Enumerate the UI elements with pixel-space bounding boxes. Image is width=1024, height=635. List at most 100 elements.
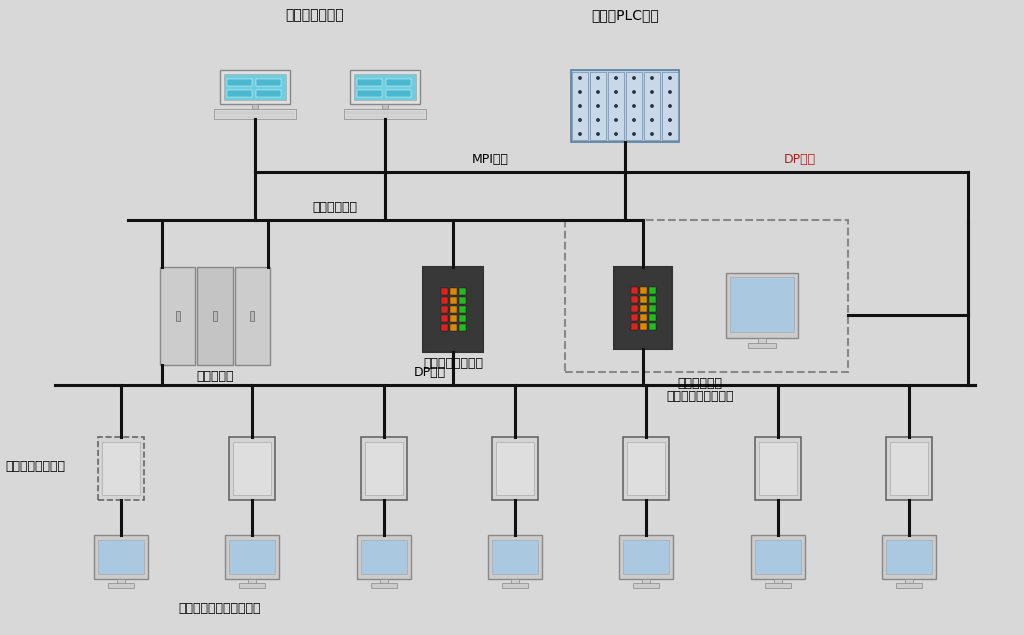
Bar bbox=[256, 79, 281, 86]
Bar bbox=[459, 315, 466, 322]
Bar bbox=[662, 72, 678, 140]
Circle shape bbox=[669, 77, 671, 79]
Text: 上位机操作系统: 上位机操作系统 bbox=[286, 8, 344, 22]
Bar bbox=[644, 72, 660, 140]
Bar bbox=[648, 305, 655, 312]
Bar bbox=[344, 109, 426, 119]
Circle shape bbox=[614, 91, 617, 93]
Bar bbox=[730, 277, 794, 332]
Bar bbox=[386, 90, 411, 97]
Text: 低压控制电缆: 低压控制电缆 bbox=[312, 201, 357, 214]
Bar bbox=[229, 437, 275, 500]
Circle shape bbox=[579, 77, 582, 79]
Circle shape bbox=[614, 119, 617, 121]
Bar bbox=[896, 583, 923, 588]
Bar bbox=[572, 72, 588, 140]
Bar bbox=[357, 90, 382, 97]
Bar bbox=[642, 579, 650, 584]
Bar bbox=[371, 583, 396, 588]
Bar bbox=[765, 583, 791, 588]
Bar bbox=[450, 297, 457, 304]
Bar bbox=[648, 314, 655, 321]
Bar bbox=[748, 343, 776, 348]
Bar bbox=[614, 267, 672, 349]
Circle shape bbox=[633, 119, 635, 121]
Circle shape bbox=[614, 105, 617, 107]
Bar bbox=[640, 295, 646, 302]
Text: DP总线: DP总线 bbox=[414, 366, 446, 379]
Bar bbox=[160, 267, 196, 365]
Text: 打料机操作面板及触摸屏: 打料机操作面板及触摸屏 bbox=[179, 602, 261, 615]
Bar bbox=[488, 535, 542, 579]
Bar bbox=[440, 315, 447, 322]
Bar bbox=[608, 72, 624, 140]
Circle shape bbox=[669, 119, 671, 121]
Bar bbox=[360, 540, 407, 574]
Bar bbox=[774, 579, 782, 584]
Bar bbox=[386, 79, 411, 86]
Circle shape bbox=[597, 105, 599, 107]
Bar bbox=[640, 323, 646, 330]
Bar bbox=[423, 267, 483, 352]
Bar bbox=[640, 305, 646, 312]
Bar bbox=[626, 72, 642, 140]
Bar bbox=[380, 579, 387, 584]
Bar bbox=[571, 70, 679, 142]
Circle shape bbox=[633, 133, 635, 135]
Bar bbox=[887, 437, 932, 500]
Bar bbox=[640, 314, 646, 321]
Bar bbox=[356, 535, 411, 579]
Bar bbox=[233, 442, 271, 495]
Bar bbox=[755, 437, 801, 500]
Text: DP总线: DP总线 bbox=[784, 153, 816, 166]
Circle shape bbox=[633, 77, 635, 79]
Text: 中控室PLC系统: 中控室PLC系统 bbox=[591, 8, 658, 22]
Bar bbox=[213, 311, 217, 321]
Bar bbox=[108, 583, 134, 588]
Text: 打料机分路控制柜: 打料机分路控制柜 bbox=[6, 460, 66, 474]
Bar bbox=[887, 540, 932, 574]
Bar bbox=[176, 311, 179, 321]
Circle shape bbox=[651, 77, 653, 79]
Circle shape bbox=[597, 91, 599, 93]
Bar bbox=[883, 535, 936, 579]
Bar bbox=[94, 535, 147, 579]
Bar bbox=[450, 315, 457, 322]
Bar bbox=[459, 324, 466, 331]
Bar bbox=[640, 286, 646, 293]
Bar bbox=[440, 324, 447, 331]
Bar bbox=[631, 314, 638, 321]
Bar bbox=[624, 437, 670, 500]
Text: 人工上料车间: 人工上料车间 bbox=[678, 377, 723, 390]
Bar bbox=[354, 74, 416, 100]
Bar bbox=[227, 90, 252, 97]
Bar bbox=[225, 535, 280, 579]
Circle shape bbox=[579, 133, 582, 135]
Bar bbox=[101, 442, 139, 495]
Bar bbox=[511, 579, 519, 584]
Bar bbox=[227, 79, 252, 86]
Bar bbox=[631, 323, 638, 330]
Circle shape bbox=[614, 77, 617, 79]
Circle shape bbox=[669, 105, 671, 107]
Bar bbox=[492, 540, 538, 574]
Circle shape bbox=[651, 91, 653, 93]
Bar bbox=[648, 323, 655, 330]
Bar bbox=[620, 535, 674, 579]
Bar bbox=[726, 273, 798, 338]
Bar bbox=[365, 442, 402, 495]
Circle shape bbox=[579, 105, 582, 107]
Bar bbox=[459, 306, 466, 313]
Bar bbox=[440, 297, 447, 304]
Bar bbox=[248, 579, 256, 584]
Circle shape bbox=[651, 105, 653, 107]
Circle shape bbox=[597, 119, 599, 121]
Bar bbox=[357, 79, 382, 86]
Circle shape bbox=[597, 133, 599, 135]
Bar bbox=[234, 267, 270, 365]
Text: 低压控制柜: 低压控制柜 bbox=[197, 370, 233, 383]
Bar bbox=[631, 286, 638, 293]
Circle shape bbox=[651, 133, 653, 135]
Bar bbox=[628, 442, 666, 495]
Bar bbox=[565, 220, 848, 372]
